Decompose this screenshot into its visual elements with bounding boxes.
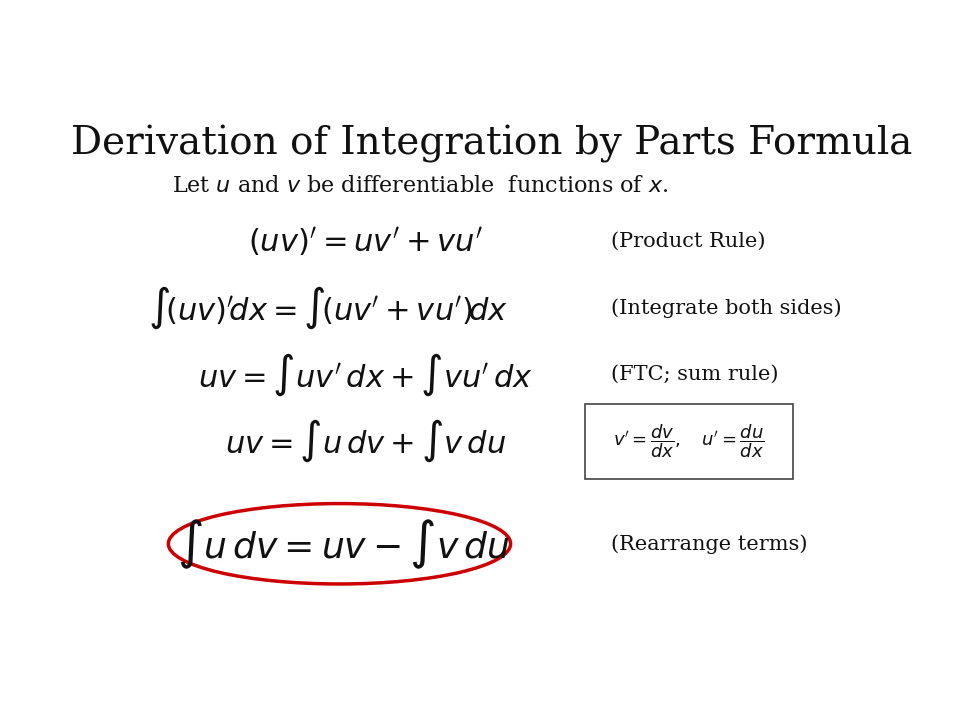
- Text: (FTC; sum rule): (FTC; sum rule): [611, 365, 779, 384]
- Text: (Integrate both sides): (Integrate both sides): [611, 298, 842, 318]
- Text: (Rearrange terms): (Rearrange terms): [611, 534, 807, 554]
- Text: $uv = \int u\,dv + \int v\,du$: $uv = \int u\,dv + \int v\,du$: [225, 418, 506, 464]
- Text: $uv = \int uv^{\prime}\,dx + \int vu^{\prime}\,dx$: $uv = \int uv^{\prime}\,dx + \int vu^{\p…: [198, 351, 533, 398]
- Text: $\int u\,dv = uv - \int v\,du$: $\int u\,dv = uv - \int v\,du$: [177, 517, 510, 570]
- Text: Let $u$ and $v$ be differentiable  functions of $x$.: Let $u$ and $v$ be differentiable functi…: [172, 175, 668, 197]
- Text: Derivation of Integration by Parts Formula: Derivation of Integration by Parts Formu…: [71, 125, 913, 163]
- Text: $\int \!\left(uv\right)^{\prime}\! dx = \int \!\left(uv^{\prime} + vu^{\prime}\r: $\int \!\left(uv\right)^{\prime}\! dx = …: [148, 285, 509, 331]
- Text: (Product Rule): (Product Rule): [611, 232, 765, 251]
- Text: $\left(uv\right)^{\prime} = uv^{\prime} + vu^{\prime}$: $\left(uv\right)^{\prime} = uv^{\prime} …: [248, 225, 483, 258]
- Text: $v^{\prime} = \dfrac{dv}{dx},\quad u^{\prime} = \dfrac{du}{dx}$: $v^{\prime} = \dfrac{dv}{dx},\quad u^{\p…: [613, 423, 765, 460]
- FancyBboxPatch shape: [585, 404, 793, 479]
